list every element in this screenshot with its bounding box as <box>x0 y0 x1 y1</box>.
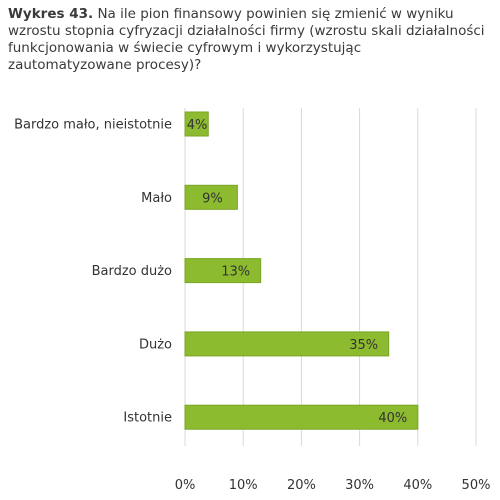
chart-title: Wykres 43. Na ile pion finansowy powinie… <box>8 6 488 74</box>
x-tick-label: 20% <box>287 478 316 493</box>
chart-title-lead: Wykres 43. <box>8 6 94 22</box>
category-label: Istotnie <box>123 411 172 426</box>
value-label: 9% <box>202 191 223 206</box>
category-label: Mało <box>141 191 172 206</box>
bar <box>184 404 419 430</box>
bar <box>184 258 262 284</box>
x-tick-label: 0% <box>175 478 196 493</box>
value-label: 13% <box>221 265 250 280</box>
bar <box>184 331 390 357</box>
value-label: 40% <box>378 411 407 426</box>
x-tick-label: 40% <box>403 478 432 493</box>
x-tick-label: 30% <box>345 478 374 493</box>
chart-title-text: Na ile pion finansowy powinien się zmien… <box>8 6 485 73</box>
category-labels: Bardzo mało, nieistotnie Mało Bardzo dużo D… <box>14 118 172 426</box>
bars <box>184 111 419 430</box>
x-tick-label: 50% <box>462 478 491 493</box>
category-label: Bardzo mało, nieistotnie <box>14 118 172 133</box>
value-label: 35% <box>349 338 378 353</box>
category-label: Bardzo dużo <box>92 264 172 279</box>
bar <box>184 111 209 137</box>
x-tick-label: 10% <box>229 478 258 493</box>
value-labels: 4% 9% 13% 35% 40% <box>187 118 408 426</box>
category-label: Dużo <box>139 337 172 352</box>
bar <box>184 184 238 210</box>
x-axis-ticks: 0% 10% 20% 30% 40% 50% <box>175 478 491 493</box>
value-label: 4% <box>187 118 208 133</box>
